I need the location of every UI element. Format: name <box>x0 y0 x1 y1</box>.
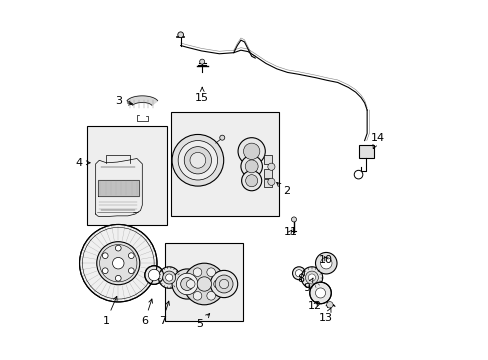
Circle shape <box>148 269 160 281</box>
Circle shape <box>193 268 202 276</box>
Circle shape <box>178 32 183 38</box>
Circle shape <box>219 279 228 289</box>
Circle shape <box>128 253 134 258</box>
Circle shape <box>112 257 124 269</box>
Circle shape <box>102 268 108 274</box>
Circle shape <box>80 225 157 302</box>
Bar <box>264 155 271 163</box>
Text: 8: 8 <box>297 271 304 284</box>
Circle shape <box>244 160 258 173</box>
Circle shape <box>308 274 315 281</box>
Text: 12: 12 <box>307 301 321 311</box>
Circle shape <box>172 134 223 186</box>
Circle shape <box>267 178 274 185</box>
Text: 14: 14 <box>370 133 384 149</box>
Bar <box>86 126 167 225</box>
Bar <box>264 179 271 187</box>
Circle shape <box>243 143 259 159</box>
Circle shape <box>210 270 237 298</box>
Circle shape <box>178 140 217 180</box>
Text: 4: 4 <box>75 158 90 168</box>
Circle shape <box>163 271 175 284</box>
Circle shape <box>199 59 204 64</box>
Circle shape <box>291 217 296 222</box>
Circle shape <box>115 275 121 281</box>
Circle shape <box>326 302 332 308</box>
Bar <box>264 169 271 178</box>
Text: 10: 10 <box>319 255 333 265</box>
Circle shape <box>315 288 325 298</box>
Polygon shape <box>127 96 157 105</box>
Circle shape <box>206 268 215 276</box>
Circle shape <box>193 292 202 300</box>
Circle shape <box>144 266 163 284</box>
Circle shape <box>97 242 140 285</box>
Circle shape <box>320 257 331 269</box>
Circle shape <box>183 263 224 305</box>
Circle shape <box>213 280 222 288</box>
Bar <box>164 243 243 320</box>
Circle shape <box>197 277 211 291</box>
Text: 9: 9 <box>303 278 312 293</box>
Text: 7: 7 <box>159 301 169 325</box>
Circle shape <box>315 252 336 274</box>
Polygon shape <box>98 180 139 196</box>
Circle shape <box>245 175 257 187</box>
Circle shape <box>267 163 274 170</box>
Circle shape <box>353 170 362 179</box>
Text: 2: 2 <box>276 183 290 197</box>
Bar <box>359 145 373 158</box>
Bar <box>171 112 278 216</box>
Circle shape <box>295 270 302 277</box>
Circle shape <box>190 152 205 168</box>
Circle shape <box>305 271 318 284</box>
Circle shape <box>158 267 180 288</box>
Circle shape <box>241 156 262 177</box>
Text: 1: 1 <box>103 296 117 325</box>
Circle shape <box>165 274 172 281</box>
Circle shape <box>206 292 215 300</box>
Circle shape <box>238 138 265 165</box>
Text: 15: 15 <box>195 87 209 103</box>
Circle shape <box>241 171 261 191</box>
Text: 11: 11 <box>283 227 297 237</box>
Circle shape <box>115 245 121 251</box>
Circle shape <box>215 275 233 293</box>
Circle shape <box>128 268 134 274</box>
Text: 13: 13 <box>319 308 333 323</box>
Circle shape <box>180 278 193 291</box>
Circle shape <box>219 135 224 140</box>
Text: 3: 3 <box>115 96 132 106</box>
Circle shape <box>309 282 330 304</box>
Text: 5: 5 <box>196 314 209 329</box>
Circle shape <box>301 267 322 288</box>
Circle shape <box>176 273 198 295</box>
Circle shape <box>184 147 211 174</box>
Circle shape <box>292 267 305 280</box>
Text: 6: 6 <box>141 299 152 325</box>
Circle shape <box>102 253 108 258</box>
Circle shape <box>172 269 202 299</box>
Circle shape <box>186 280 195 288</box>
